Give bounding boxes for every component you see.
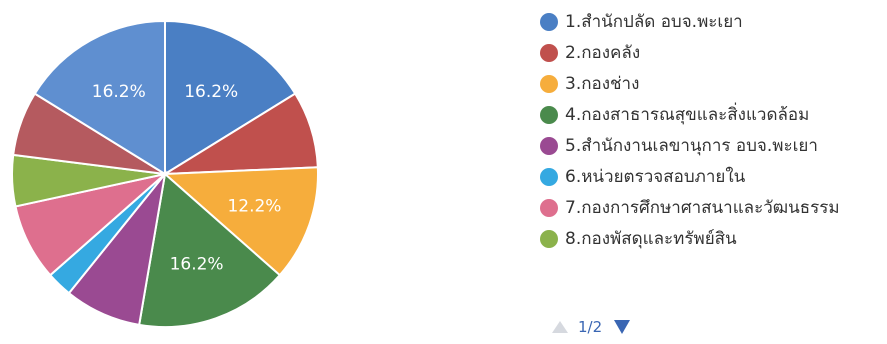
legend-item-3[interactable]: 3.กองช่าง — [540, 68, 840, 99]
slice-label-4: 16.2% — [170, 254, 224, 274]
pie-slice-10[interactable] — [33, 19, 166, 176]
legend-swatch — [540, 167, 558, 186]
pie-slice-3[interactable] — [162, 166, 319, 277]
legend-pager: 1/2 — [552, 318, 631, 336]
legend-swatch — [540, 43, 558, 62]
legend-swatch — [540, 136, 558, 155]
slice-label-1: 16.2% — [184, 82, 238, 102]
legend-label: 6.หน่วยตรวจสอบภายใน — [565, 167, 746, 187]
triangle-down-icon[interactable] — [614, 320, 631, 334]
legend-item-8[interactable]: 8.กองพัสดุและทรัพย์สิน — [540, 223, 840, 254]
legend-swatch — [540, 12, 558, 31]
legend-item-1[interactable]: 1.สำนักปลัด อบจ.พะเยา — [540, 6, 840, 37]
legend-swatch — [540, 198, 558, 217]
pie-slice-1[interactable] — [164, 19, 297, 176]
legend-item-6[interactable]: 6.หน่วยตรวจสอบภายใน — [540, 161, 840, 192]
legend-label: 4.กองสาธารณสุขและสิ่งแวดล้อม — [565, 105, 810, 125]
pie-slice-4[interactable] — [138, 172, 282, 328]
legend-swatch — [540, 105, 558, 124]
legend-item-2[interactable]: 2.กองคลัง — [540, 37, 840, 68]
legend-item-5[interactable]: 5.สำนักงานเลขานุการ อบจ.พะเยา — [540, 130, 840, 161]
legend-item-4[interactable]: 4.กองสาธารณสุขและสิ่งแวดล้อม — [540, 99, 840, 130]
legend-label: 2.กองคลัง — [565, 43, 641, 63]
legend-label: 3.กองช่าง — [565, 74, 640, 94]
legend-item-7[interactable]: 7.กองการศึกษาศาสนาและวัฒนธรรม — [540, 192, 840, 223]
legend-label: 1.สำนักปลัด อบจ.พะเยา — [565, 12, 743, 32]
slice-label-10: 16.2% — [92, 82, 146, 102]
legend-swatch — [540, 74, 558, 93]
chart-legend: 1.สำนักปลัด อบจ.พะเยา 2.กองคลัง 3.กองช่าง 4… — [540, 6, 840, 254]
legend-label: 8.กองพัสดุและทรัพย์สิน — [565, 229, 737, 249]
triangle-up-icon[interactable] — [552, 321, 568, 333]
pager-text: 1/2 — [578, 318, 603, 336]
slice-label-3: 12.2% — [227, 197, 281, 217]
legend-label: 5.สำนักงานเลขานุการ อบจ.พะเยา — [565, 136, 818, 156]
legend-swatch — [540, 229, 558, 248]
legend-label: 7.กองการศึกษาศาสนาและวัฒนธรรม — [565, 198, 840, 218]
